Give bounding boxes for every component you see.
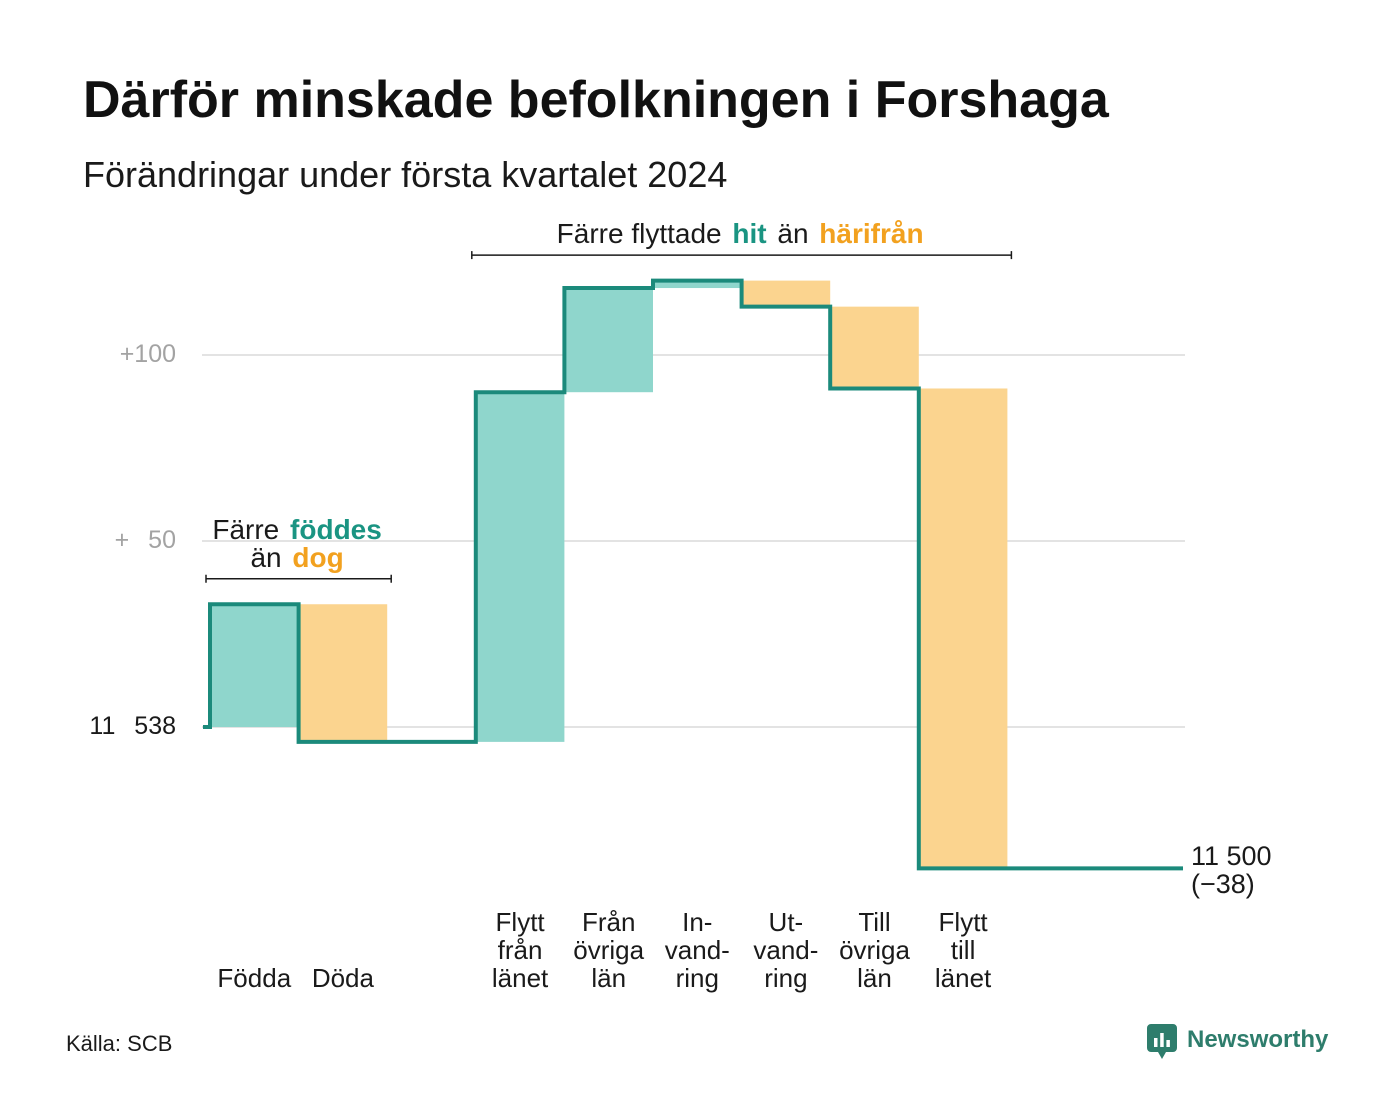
end-change-label: (−38) bbox=[1191, 868, 1255, 899]
y-tick-label: + 50 bbox=[114, 525, 176, 554]
annotation-line: än dog bbox=[212, 544, 384, 572]
annotation-text: än bbox=[769, 218, 817, 250]
y-tick-label: 11 538 bbox=[89, 711, 176, 740]
annotation-highlight-text: hit bbox=[732, 218, 767, 250]
end-value-label: 11 500 bbox=[1191, 840, 1272, 871]
x-tick-label: In- vand- ring bbox=[664, 907, 730, 993]
annotation-highlight-text: föddes bbox=[290, 514, 382, 546]
logo-bar bbox=[1166, 1040, 1170, 1047]
bar-utvandring bbox=[741, 280, 831, 307]
x-tick-label: Till övriga län bbox=[839, 907, 910, 993]
bar-flytt-till-lanet bbox=[918, 388, 1008, 869]
x-tick-label: Födda bbox=[217, 963, 292, 993]
annotation-line: Färre föddes bbox=[212, 516, 384, 544]
chart-title: Därför minskade befolkningen i Forshaga bbox=[83, 71, 1109, 129]
brand-name: Newsworthy bbox=[1187, 1026, 1329, 1053]
annotation-highlight-text: härifrån bbox=[819, 218, 924, 250]
x-tick-label: Från övriga län bbox=[573, 907, 645, 993]
source-note: Källa: SCB bbox=[66, 1031, 173, 1056]
annotation-text: än bbox=[250, 542, 290, 574]
newsworthy-logo-icon bbox=[1147, 1024, 1177, 1059]
bar-doda bbox=[298, 604, 388, 742]
logo-bar bbox=[1160, 1033, 1164, 1047]
x-tick-label: Döda bbox=[311, 963, 374, 993]
chart-subtitle: Förändringar under första kvartalet 2024 bbox=[83, 154, 728, 195]
bar-fodda bbox=[210, 604, 299, 727]
x-tick-label: Ut- vand- ring bbox=[753, 907, 819, 993]
annotation-text: Färre flyttade bbox=[556, 218, 730, 250]
annotation-highlight-text: dog bbox=[292, 542, 344, 574]
x-tick-label: Flytt från länet bbox=[491, 907, 549, 993]
annotation-line: Färre flyttade hit än härifrån bbox=[557, 220, 927, 248]
x-tick-label: Flytt till länet bbox=[934, 907, 992, 993]
bar-till-ovriga-lan bbox=[830, 306, 919, 389]
logo-bar bbox=[1154, 1038, 1158, 1047]
group-annotation: Färre föddes än dog bbox=[212, 516, 384, 572]
group-annotation: Färre flyttade hit än härifrån bbox=[557, 220, 927, 248]
y-tick-label: +100 bbox=[119, 339, 176, 368]
bar-invandring bbox=[653, 280, 742, 289]
cumulative-step-line bbox=[203, 278, 1183, 871]
bar-fran-ovriga-lan bbox=[564, 288, 653, 393]
annotation-text: Färre bbox=[212, 514, 288, 546]
bar-flytt-fran-lanet bbox=[475, 392, 565, 742]
